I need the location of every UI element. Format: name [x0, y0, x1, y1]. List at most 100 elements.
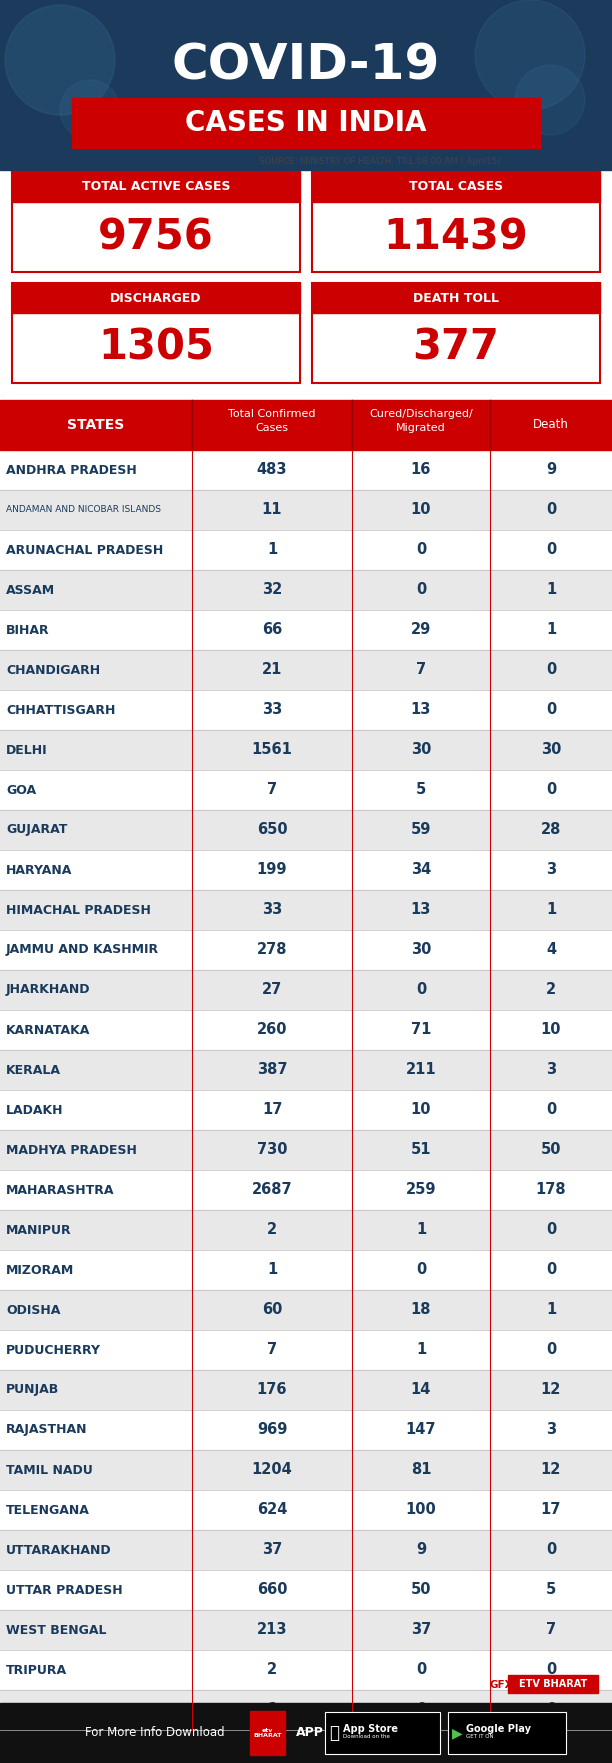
Text: etv
BHARAT: etv BHARAT [253, 1728, 282, 1738]
Text: WEST BENGAL: WEST BENGAL [6, 1624, 106, 1636]
Text: App Store: App Store [343, 1724, 398, 1735]
Text: JAMMU AND KASHMIR: JAMMU AND KASHMIR [6, 943, 159, 957]
Text: ETV BHARAT: ETV BHARAT [519, 1678, 587, 1689]
Text: STATES: STATES [67, 418, 125, 432]
Text: 18: 18 [411, 1303, 431, 1317]
Text: 0: 0 [546, 1222, 556, 1238]
Text: ▶: ▶ [452, 1726, 462, 1740]
Text: 34: 34 [411, 862, 431, 878]
Bar [0, 1090, 612, 1130]
Text: GOA: GOA [6, 783, 36, 797]
Text: TRIPURA: TRIPURA [6, 1664, 67, 1677]
Text: 1305: 1305 [98, 326, 214, 368]
Text: Cured/Discharged/
Migrated: Cured/Discharged/ Migrated [369, 409, 473, 432]
Text: 1: 1 [416, 1222, 426, 1238]
Text: PUDUCHERRY: PUDUCHERRY [6, 1343, 101, 1356]
Text: 0: 0 [546, 702, 556, 718]
Text: 2687: 2687 [252, 1183, 293, 1197]
Text: PUNJAB: PUNJAB [6, 1384, 59, 1396]
Text: HARYANA: HARYANA [6, 864, 72, 876]
Text: 37: 37 [411, 1622, 431, 1638]
Bar [0, 1691, 612, 1730]
Text: 259: 259 [406, 1183, 436, 1197]
Bar [0, 1171, 612, 1209]
Bar [0, 0, 612, 169]
Text: 969: 969 [257, 1423, 287, 1437]
Text: 1: 1 [546, 622, 556, 638]
Text: 14: 14 [411, 1382, 431, 1398]
Text: 17: 17 [262, 1102, 282, 1118]
Text: 0: 0 [546, 1543, 556, 1557]
Text: 9756: 9756 [98, 217, 214, 257]
Bar [0, 1250, 612, 1291]
Text: 3: 3 [546, 862, 556, 878]
Bar [250, 1712, 285, 1754]
Text: 10: 10 [541, 1023, 561, 1037]
Text: APP: APP [296, 1726, 324, 1740]
Bar [12, 284, 300, 383]
Text: 59: 59 [411, 823, 431, 837]
Text: 650: 650 [256, 823, 287, 837]
Text: 0: 0 [416, 982, 426, 998]
Text: MIZORAM: MIZORAM [6, 1264, 74, 1276]
Text: 178: 178 [536, 1183, 566, 1197]
Text: 0: 0 [546, 1703, 556, 1717]
Text: 50: 50 [411, 1583, 431, 1597]
Bar [312, 173, 600, 272]
Bar [0, 651, 612, 689]
Bar [312, 173, 600, 203]
Text: 81: 81 [411, 1463, 431, 1477]
Bar [12, 173, 300, 272]
Text: 624: 624 [257, 1502, 287, 1518]
Text: 12: 12 [541, 1382, 561, 1398]
Text: 1: 1 [546, 903, 556, 917]
Text: 176: 176 [257, 1382, 287, 1398]
Text: 51: 51 [411, 1142, 431, 1158]
Text: ANDAMAN AND NICOBAR ISLANDS: ANDAMAN AND NICOBAR ISLANDS [6, 506, 161, 515]
Text: 660: 660 [257, 1583, 287, 1597]
Circle shape [60, 79, 120, 139]
Text: 4: 4 [546, 943, 556, 957]
Text: 60: 60 [262, 1303, 282, 1317]
Text: 260: 260 [257, 1023, 287, 1037]
Text: DEATH TOLL: DEATH TOLL [413, 291, 499, 305]
Text: RAJASTHAN: RAJASTHAN [6, 1423, 88, 1437]
Text: MANIPUR: MANIPUR [6, 1224, 72, 1236]
Text: Download on the: Download on the [343, 1733, 390, 1738]
Text: 30: 30 [411, 943, 431, 957]
Bar [0, 490, 612, 531]
Text: 7: 7 [546, 1622, 556, 1638]
Text: 0: 0 [416, 1703, 426, 1717]
Text: COVID-19: COVID-19 [172, 41, 440, 88]
Bar [0, 1130, 612, 1171]
Text: 9: 9 [546, 462, 556, 478]
Text: TOTAL ACTIVE CASES: TOTAL ACTIVE CASES [82, 180, 230, 194]
Bar [0, 1650, 612, 1691]
Text: 0: 0 [546, 502, 556, 518]
Text: 13: 13 [411, 702, 431, 718]
Text: LADAKH: LADAKH [6, 1104, 64, 1116]
Text: Total Confirmed
Cases: Total Confirmed Cases [228, 409, 316, 432]
Text: For More Info Download: For More Info Download [85, 1726, 225, 1740]
Text: 11439: 11439 [384, 217, 528, 257]
Text: 0: 0 [546, 543, 556, 557]
Bar [0, 1730, 612, 1737]
Bar [0, 1703, 612, 1763]
Text: TAMIL NADU: TAMIL NADU [6, 1463, 93, 1476]
Text: 1: 1 [546, 1303, 556, 1317]
Text: UTTAR PRADESH: UTTAR PRADESH [6, 1583, 122, 1597]
Text: 37: 37 [262, 1543, 282, 1557]
Text: 3: 3 [546, 1423, 556, 1437]
Text: 147: 147 [406, 1423, 436, 1437]
Text: ARUNACHAL PRADESH: ARUNACHAL PRADESH [6, 543, 163, 557]
Text: 0: 0 [416, 543, 426, 557]
Bar [0, 1737, 612, 1740]
Text: DISCHARGED: DISCHARGED [110, 291, 202, 305]
Text: 7: 7 [267, 1342, 277, 1358]
Bar [0, 1530, 612, 1571]
Bar [0, 531, 612, 569]
Text: 1: 1 [416, 1342, 426, 1358]
Text: 5: 5 [416, 783, 426, 797]
Text: 21: 21 [262, 663, 282, 677]
Text: MADHYA PRADESH: MADHYA PRADESH [6, 1144, 137, 1157]
